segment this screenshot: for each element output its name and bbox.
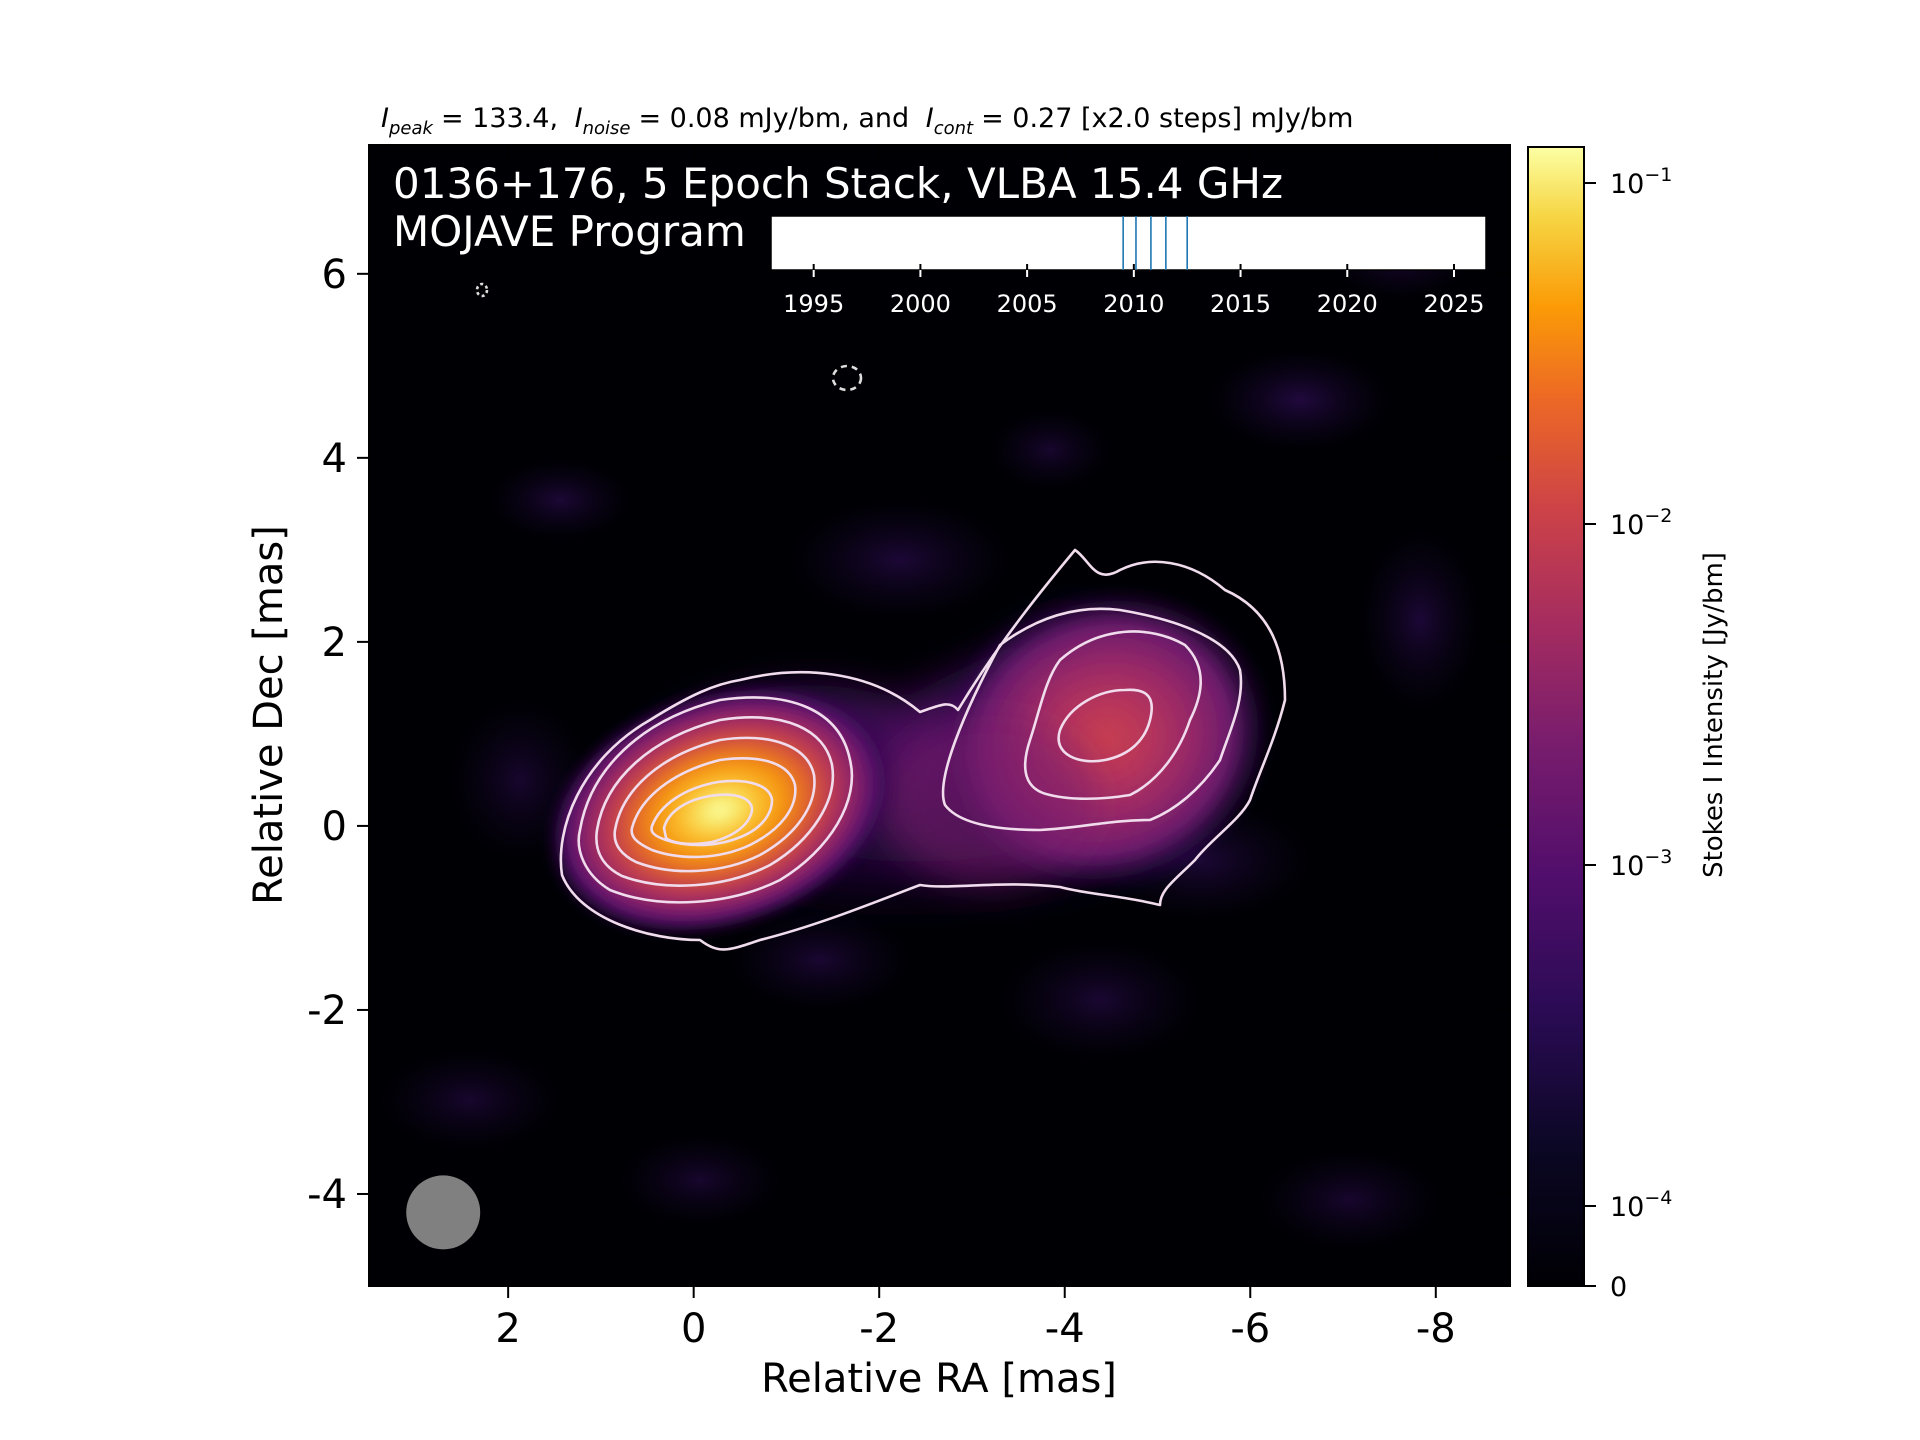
x-tick-label: -6 (1230, 1306, 1270, 1352)
peak-subscript: peak (388, 118, 435, 139)
colorbar-tick-label: 10−1 (1610, 164, 1672, 200)
contour-level-9 (650, 779, 774, 847)
epoch-lines (1122, 216, 1188, 270)
header-line: Ipeak = 133.4, Inoise = 0.08 mJy/bm, and I… (381, 103, 1353, 139)
y-axis-label: Relative Dec [mas] (246, 525, 292, 905)
timeline-tick-label: 2000 (890, 290, 951, 318)
y-tick-label: 4 (322, 436, 347, 482)
colorbar-gradient (1528, 147, 1584, 1286)
contour-level-2 (941, 607, 1243, 832)
colorbar-tick-label: 0 (1610, 1272, 1627, 1303)
colorbar: 10−1 10−2 10−3 10−4 0 Stokes I Intensity [Jy… (1527, 146, 1729, 1303)
contour-level-7 (613, 736, 816, 873)
artifact-contour-1 (831, 364, 863, 392)
timeline-tick-label: 2015 (1210, 290, 1271, 318)
y-tick-label: 6 (322, 252, 347, 298)
timeline-tick-label: 2010 (1103, 290, 1164, 318)
peak-symbol: I (381, 103, 389, 134)
colorbar-label: Stokes I Intensity [Jy/bm] (1699, 552, 1729, 878)
x-tick-label: 2 (495, 1306, 520, 1352)
epoch-timeline: 1995 2000 2005 2010 2015 2020 2025 (770, 215, 1487, 318)
timeline-ticks: 1995 2000 2005 2010 2015 2020 2025 (783, 264, 1485, 318)
timeline-tick-label: 2025 (1423, 290, 1484, 318)
timeline-tick-label: 1995 (783, 290, 844, 318)
colorbar-frame (1527, 146, 1585, 1287)
x-tick-label: -4 (1045, 1306, 1085, 1352)
x-tick-label: -2 (859, 1306, 899, 1352)
contour-level-6 (595, 716, 835, 887)
cont-subscript: cont (934, 118, 974, 139)
colorbar-tick-label: 10−3 (1610, 846, 1672, 882)
x-tick-label: 0 (681, 1306, 706, 1352)
artifact-contour-2 (475, 282, 489, 298)
colorbar-ticks: 10−1 10−2 10−3 10−4 0 (1584, 164, 1672, 1303)
plot-title-line2: MOJAVE Program (393, 207, 746, 256)
y-tick-label: -2 (307, 988, 347, 1034)
peak-value: = 133.4, (441, 103, 558, 134)
y-ticks: 6 4 2 0 -2 -4 (307, 252, 1510, 1218)
beam-ellipse (406, 1175, 481, 1250)
colorbar-tick-label: 10−4 (1610, 1187, 1672, 1223)
contour-level-5 (577, 696, 854, 904)
timeline-tick-label: 2005 (997, 290, 1058, 318)
cont-symbol: I (926, 103, 934, 134)
plot-frame (368, 144, 1511, 1287)
x-tick-label: -8 (1416, 1306, 1456, 1352)
contour-level-1 (559, 548, 1287, 951)
contour-level-8 (630, 757, 797, 859)
timeline-box (770, 215, 1487, 271)
contour-level-3 (1023, 630, 1202, 801)
colorbar-tick-label: 10−2 (1610, 505, 1672, 541)
contours (475, 282, 1287, 951)
noise-symbol: I (575, 103, 583, 134)
y-tick-label: -4 (307, 1172, 347, 1218)
timeline-tick-label: 2020 (1317, 290, 1378, 318)
image-plot: 0136+176, 5 Epoch Stack, VLBA 15.4 GHz M… (307, 144, 1511, 1352)
cont-value: = 0.27 [x2.0 steps] mJy/bm (981, 103, 1353, 134)
core-emission (544, 683, 896, 937)
x-ticks: 2 0 -2 -4 -6 -8 (495, 145, 1456, 1352)
plot-title-line1: 0136+176, 5 Epoch Stack, VLBA 15.4 GHz (393, 159, 1283, 208)
x-axis-label: Relative RA [mas] (761, 1356, 1117, 1402)
y-tick-label: 2 (322, 620, 347, 666)
noise-value: = 0.08 mJy/bm, and (638, 103, 909, 134)
y-tick-label: 0 (322, 804, 347, 850)
contour-level-10 (662, 793, 754, 846)
noise-subscript: noise (583, 118, 631, 139)
contour-level-4 (1057, 688, 1154, 763)
noise-texture (380, 220, 1480, 1250)
